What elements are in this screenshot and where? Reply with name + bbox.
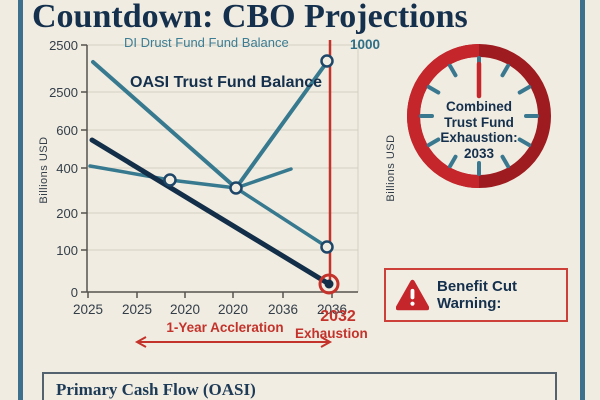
y-axis-title-left: Billions USD <box>38 136 50 204</box>
clock-caption-line: Combined <box>446 99 512 114</box>
legend-di-trust-fund: DI Drust Fund Fund Balance <box>124 35 289 50</box>
primary-cash-flow-title: Primary Cash Flow (OASI) <box>56 380 256 399</box>
clock-caption-line: Trust Fund <box>444 114 514 130</box>
warning-triangle-icon <box>396 279 429 311</box>
top-axis-value-1000: 1000 <box>350 37 381 52</box>
page-title: Countdown: CBO Projections <box>32 0 468 35</box>
x-tick-label: 2020 <box>217 302 249 317</box>
exhaustion-text-label: Exhaustion <box>295 326 368 341</box>
benefit-cut-warning-box: Benefit Cut Warning: <box>384 268 568 322</box>
y-axis-title-right: Billions USD <box>385 134 397 202</box>
clock-ring-bright <box>407 44 480 188</box>
legend-oasi-trust-fund: OASI Trust Fund Balance <box>130 74 323 91</box>
exhaustion-year-label: 2032 <box>320 308 356 325</box>
clock-caption-line: Exhaustion: <box>440 130 518 145</box>
clock-caption-line: 2033 <box>463 145 495 161</box>
y-tick-label: 2500 <box>49 85 78 100</box>
acceleration-label: 1-Year Accleration <box>166 320 284 335</box>
y-tick-label: 600 <box>56 123 78 138</box>
x-tick-label: 2036 <box>316 302 348 317</box>
x-tick-label: 2020 <box>169 302 201 317</box>
oasi-trust-fund-line <box>89 137 332 287</box>
y-tick-label: 0 <box>70 285 78 300</box>
clock-caption: Combined Trust Fund Exhaustion: 2033 <box>400 99 558 161</box>
y-tick-label: 200 <box>56 206 78 221</box>
y-tick-label: 400 <box>56 161 78 176</box>
exhaustion-point <box>324 279 334 289</box>
y-tick-label: 2500 <box>49 38 78 53</box>
benefit-cut-warning-label: Benefit Cut Warning: <box>436 278 517 312</box>
left-border-bar <box>18 0 23 400</box>
x-tick-label: 2025 <box>121 302 153 317</box>
clock-face-graphic <box>407 44 551 188</box>
y-tick-label: 100 <box>56 243 78 258</box>
countdown-clock: Combined Trust Fund Exhaustion: 2033 <box>400 37 558 195</box>
teal-flat-line <box>88 164 293 190</box>
x-tick-label: 2025 <box>72 302 104 317</box>
teal-branch-line <box>234 186 329 249</box>
exhaustion-point-ring <box>318 273 340 295</box>
primary-cash-flow-box: Primary Cash Flow (OASI) <box>42 372 557 400</box>
right-border-bar <box>580 0 585 400</box>
x-tick-label: 2036 <box>267 302 299 317</box>
